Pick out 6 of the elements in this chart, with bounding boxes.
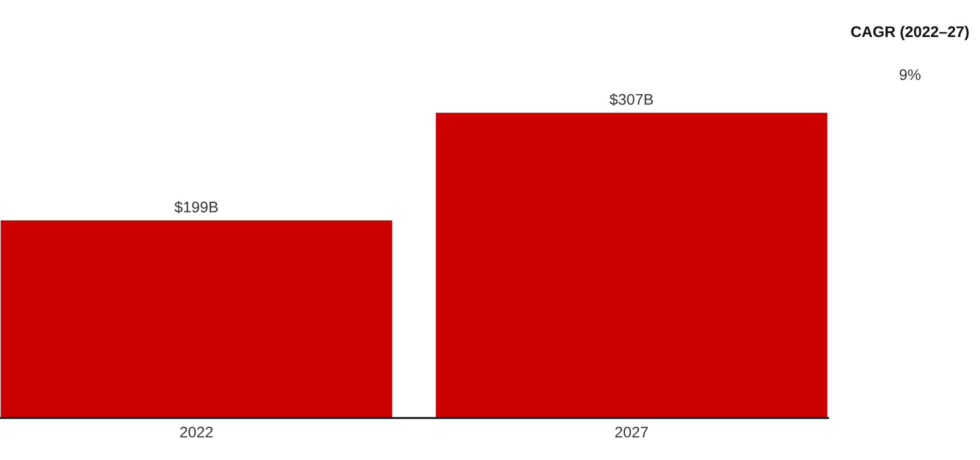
data-label: $307B	[610, 93, 653, 106]
x-tick-label: 2027	[615, 426, 648, 438]
text: 9%	[900, 69, 920, 80]
text: CAGR (2022–27)	[851, 26, 969, 40]
x-tick-label: 2022	[180, 426, 213, 438]
data-label: $199B	[174, 201, 218, 214]
